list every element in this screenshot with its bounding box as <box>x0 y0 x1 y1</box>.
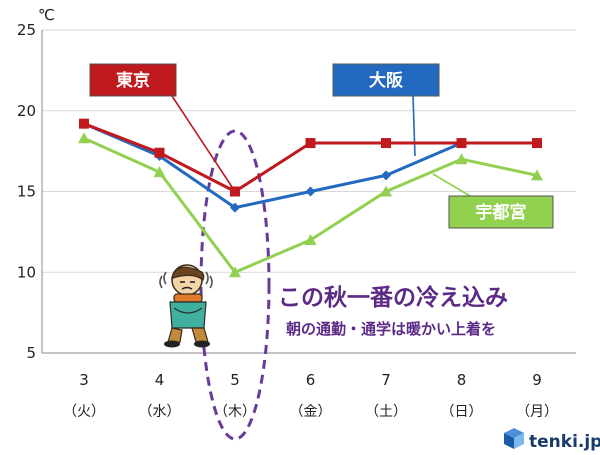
brand-logo-text: tenki.jp <box>529 432 600 452</box>
series-markers <box>78 118 543 278</box>
marker-square <box>381 138 391 149</box>
series-line-2 <box>83 122 463 210</box>
tenki-cube-icon <box>504 428 524 449</box>
x-weekday-label: （土） <box>365 404 407 420</box>
marker-square <box>230 186 240 197</box>
subline-text: 朝の通勤・通学は暖かい上着を <box>286 320 496 338</box>
y-tick-labels: 5 10 15 20 25 <box>17 21 36 362</box>
marker-triangle <box>153 166 166 178</box>
x-weekday-label: （水） <box>139 404 181 420</box>
x-weekday-label: （日） <box>441 404 483 420</box>
leader-line <box>412 95 416 157</box>
marker-diamond <box>305 186 316 197</box>
x-tick-label: 6 <box>306 371 316 389</box>
y-unit-label: ℃ <box>38 6 55 24</box>
x-tick-label: 4 <box>155 371 165 389</box>
legend-box <box>332 63 440 97</box>
marker-square <box>154 147 165 158</box>
y-tick-label: 20 <box>17 102 36 120</box>
axes <box>41 30 576 354</box>
shivering-person-icon <box>159 264 213 348</box>
x-tick-label: 5 <box>230 371 240 389</box>
x-weekday-label: （金） <box>290 404 332 420</box>
marker-diamond <box>230 202 240 213</box>
marker-square <box>532 138 542 149</box>
marker-triangle <box>531 169 543 181</box>
legend-label: 宇都宮 <box>476 202 527 223</box>
x-tick-labels: 3 （火） 4 （水） 5 （木） 6 （金） 7 （土） 8 （日） 9 （月） <box>63 371 558 420</box>
marker-square <box>305 138 316 149</box>
marker-diamond <box>381 170 391 181</box>
y-tick-label: 10 <box>17 263 36 281</box>
headline-text: この秋一番の冷え込み <box>278 284 508 311</box>
legend-leader-lines <box>171 95 471 197</box>
x-weekday-label: （火） <box>63 404 105 420</box>
gridlines <box>42 29 576 273</box>
x-tick-label: 7 <box>381 371 391 389</box>
legend-box <box>89 63 177 97</box>
x-weekday-label: （木） <box>214 404 256 420</box>
marker-triangle <box>78 132 90 144</box>
marker-triangle <box>229 266 241 278</box>
marker-triangle <box>380 185 392 197</box>
marker-square <box>79 118 89 129</box>
legend-label: 東京 <box>116 70 150 91</box>
x-weekday-label: （月） <box>516 404 558 420</box>
leader-line <box>432 173 471 197</box>
y-tick-label: 25 <box>17 21 36 39</box>
x-tick-label: 8 <box>457 371 467 389</box>
legend-label: 大阪 <box>369 70 403 91</box>
highlight-ellipse <box>199 129 271 441</box>
marker-triangle <box>304 233 317 245</box>
y-tick-label: 15 <box>17 183 36 201</box>
x-tick-label: 9 <box>532 371 542 389</box>
marker-square <box>456 138 467 149</box>
series-line-1 <box>83 122 537 193</box>
marker-triangle <box>455 153 468 165</box>
leader-line <box>171 95 236 192</box>
y-tick-label: 5 <box>26 344 36 362</box>
x-tick-label: 3 <box>79 371 89 389</box>
legend-box <box>448 195 554 229</box>
